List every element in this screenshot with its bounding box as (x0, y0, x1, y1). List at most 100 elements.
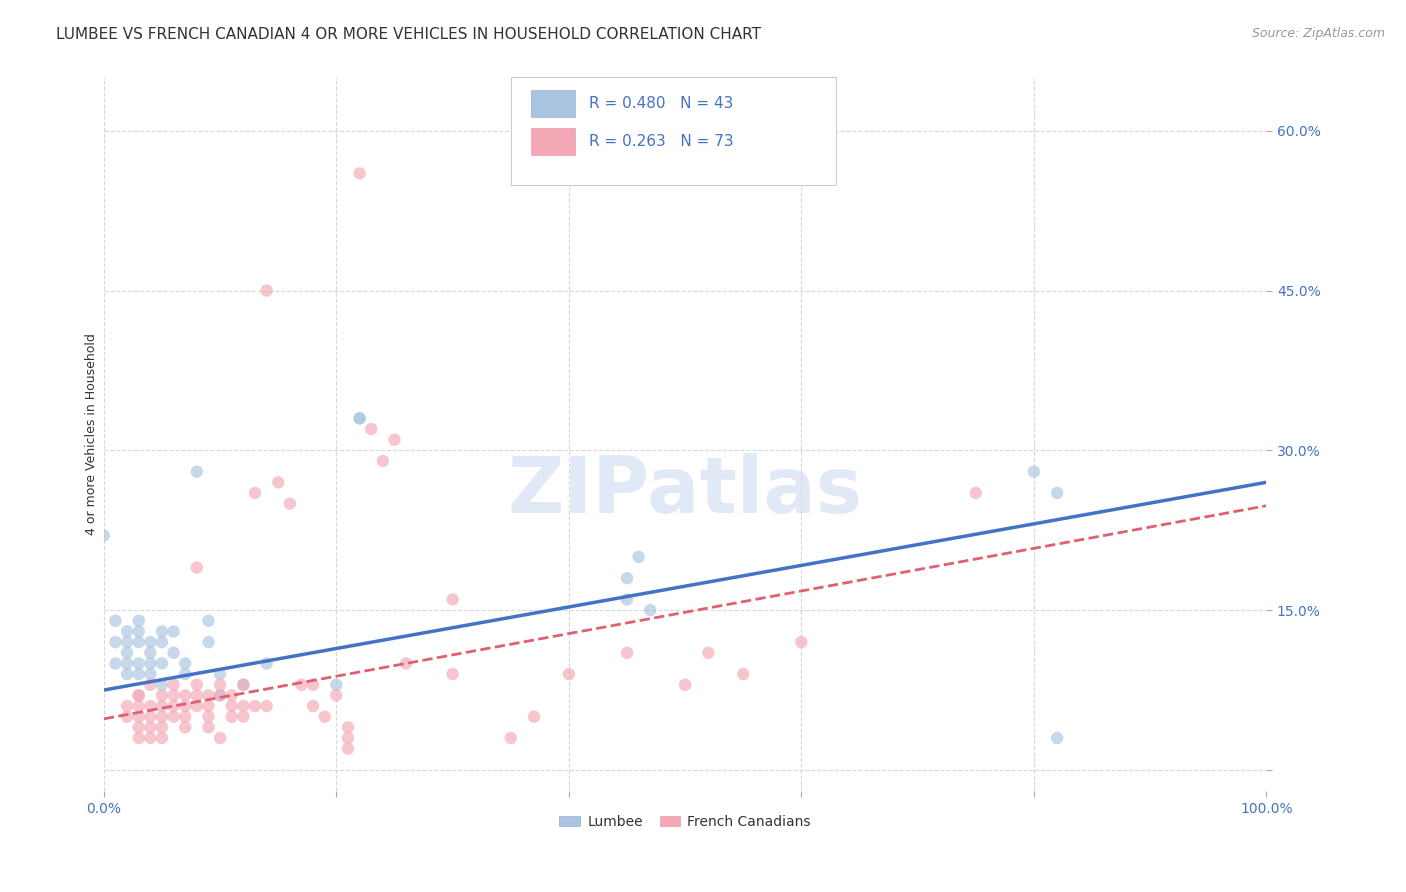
Point (197, 689, 219, 703)
Point (232, 699, 254, 714)
Point (162, 646, 184, 660)
Point (115, 709, 138, 723)
Point (186, 465, 208, 479)
Text: LUMBEE VS FRENCH CANADIAN 4 OR MORE VEHICLES IN HOUSEHOLD CORRELATION CHART: LUMBEE VS FRENCH CANADIAN 4 OR MORE VEHI… (56, 27, 761, 42)
Point (384, 433, 406, 447)
Point (139, 657, 162, 671)
Point (616, 646, 638, 660)
Point (616, 592, 638, 607)
Point (371, 454, 394, 468)
Point (162, 709, 184, 723)
Point (128, 624, 150, 639)
Legend: Lumbee, French Canadians: Lumbee, French Canadians (554, 809, 817, 834)
Point (128, 614, 150, 628)
Point (197, 635, 219, 649)
Point (93, 528, 115, 542)
Point (209, 731, 232, 745)
Point (325, 689, 347, 703)
Point (128, 667, 150, 681)
Point (197, 709, 219, 723)
Point (302, 699, 325, 714)
Point (209, 689, 232, 703)
Point (221, 689, 243, 703)
Point (441, 667, 464, 681)
Point (243, 486, 266, 500)
Point (616, 571, 638, 585)
Point (197, 699, 219, 714)
Point (790, 635, 813, 649)
Point (1046, 486, 1069, 500)
Point (139, 709, 162, 723)
Point (162, 624, 184, 639)
Point (150, 689, 173, 703)
Point (395, 657, 418, 671)
Point (104, 657, 127, 671)
Point (360, 422, 382, 436)
Text: R = 0.480   N = 43: R = 0.480 N = 43 (589, 96, 733, 112)
Point (139, 720, 162, 734)
Point (673, 678, 696, 692)
Point (115, 657, 138, 671)
Point (441, 592, 464, 607)
Point (337, 741, 360, 756)
Point (256, 284, 278, 298)
Point (325, 678, 347, 692)
Point (256, 657, 278, 671)
Point (221, 699, 243, 714)
Point (128, 689, 150, 703)
Point (150, 709, 173, 723)
Point (523, 709, 546, 723)
Point (174, 720, 197, 734)
Point (638, 603, 661, 617)
Bar (530, 90, 575, 118)
Point (174, 689, 197, 703)
Point (104, 635, 127, 649)
Point (1046, 731, 1069, 745)
FancyBboxPatch shape (510, 78, 837, 185)
Point (243, 699, 266, 714)
Point (128, 699, 150, 714)
Point (965, 486, 987, 500)
Point (139, 731, 162, 745)
Point (302, 678, 325, 692)
Point (197, 614, 219, 628)
Point (209, 667, 232, 681)
Point (128, 657, 150, 671)
Point (197, 720, 219, 734)
Point (278, 497, 301, 511)
Point (128, 720, 150, 734)
Text: ZIPatlas: ZIPatlas (508, 453, 863, 530)
Point (499, 731, 522, 745)
Point (150, 635, 173, 649)
Point (186, 699, 208, 714)
Point (697, 646, 720, 660)
Point (209, 689, 232, 703)
Point (139, 678, 162, 692)
Point (186, 560, 208, 574)
Point (115, 667, 138, 681)
Point (139, 699, 162, 714)
Point (627, 549, 650, 564)
Text: Source: ZipAtlas.com: Source: ZipAtlas.com (1251, 27, 1385, 40)
Point (128, 731, 150, 745)
Point (104, 614, 127, 628)
Point (128, 689, 150, 703)
Point (174, 667, 197, 681)
Point (267, 475, 290, 490)
Point (150, 624, 173, 639)
Point (232, 678, 254, 692)
Point (174, 699, 197, 714)
Point (221, 709, 243, 723)
Point (150, 731, 173, 745)
Point (150, 657, 173, 671)
Point (232, 678, 254, 692)
Point (256, 699, 278, 714)
Point (139, 646, 162, 660)
Point (150, 699, 173, 714)
Point (162, 678, 184, 692)
Point (209, 678, 232, 692)
Point (1022, 465, 1045, 479)
Point (290, 678, 312, 692)
Point (232, 709, 254, 723)
Point (128, 635, 150, 649)
